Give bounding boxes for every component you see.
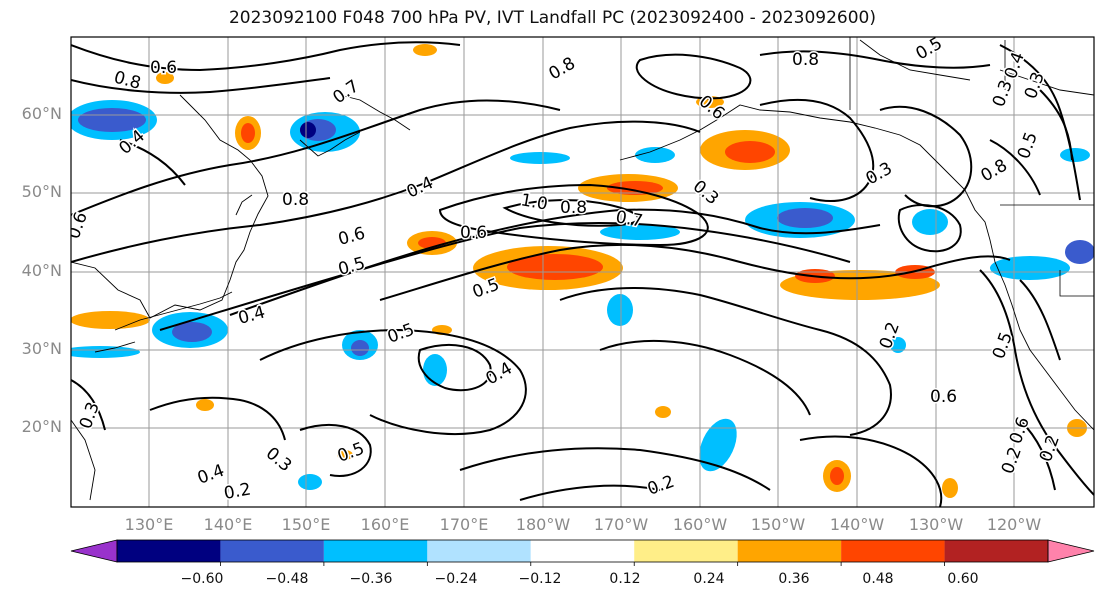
lon-label-130e: 130°E xyxy=(124,515,174,534)
negative-anomaly xyxy=(607,294,633,326)
negative-anomaly xyxy=(1060,148,1090,162)
contour-label: 0.8 xyxy=(282,190,309,210)
colorbar-tick: 0.60 xyxy=(947,571,979,587)
contour-label: 0.6 xyxy=(150,58,177,78)
positive-anomaly xyxy=(71,311,150,329)
colorbar-tick: 0.36 xyxy=(778,571,810,587)
colorbar-extend-min xyxy=(70,539,118,563)
negative-anomaly xyxy=(71,346,140,358)
lon-label-180w: 180°W xyxy=(515,515,571,534)
map-frame xyxy=(70,36,1095,508)
colorbar-segment xyxy=(944,540,1048,562)
positive-anomaly xyxy=(830,467,844,485)
positive-anomaly xyxy=(655,406,671,418)
lat-label-60n: 60°N xyxy=(21,104,62,123)
negative-anomaly xyxy=(423,354,447,386)
negative-anomaly xyxy=(890,337,906,353)
colorbar-segment xyxy=(117,540,221,562)
contour-label: 0.8 xyxy=(560,198,587,218)
lon-label-120w: 120°W xyxy=(986,515,1042,534)
lon-label-160e: 160°E xyxy=(360,515,410,534)
lon-label-170w: 170°W xyxy=(593,515,649,534)
contour-label: 0.6 xyxy=(460,223,487,243)
colorbar xyxy=(70,539,1095,566)
colorbar-tick: −0.12 xyxy=(518,571,562,587)
contour-label-layer: 0.8 0.60.70.80.60.80.40.8 0.4 1.0 0.8 0.70.6 0… xyxy=(71,37,1065,505)
lon-label-140w: 140°W xyxy=(829,515,885,534)
positive-anomaly xyxy=(196,399,214,411)
contour-label: 0.8 xyxy=(792,50,819,70)
colorbar-tick: −0.36 xyxy=(349,571,393,587)
colorbar-segment xyxy=(530,540,635,562)
colorbar-tick: −0.48 xyxy=(265,571,309,587)
colorbar-tick: −0.24 xyxy=(434,571,478,587)
positive-anomaly xyxy=(241,123,255,143)
colorbar-tick: 0.24 xyxy=(693,571,725,587)
lon-label-140e: 140°E xyxy=(203,515,253,534)
colorbar-segment xyxy=(634,540,738,562)
negative-anomaly xyxy=(990,256,1070,280)
negative-anomaly xyxy=(1065,240,1094,264)
lat-label-50n: 50°N xyxy=(21,182,62,201)
negative-anomaly xyxy=(600,224,680,240)
negative-anomaly xyxy=(912,209,948,235)
negative-anomaly xyxy=(298,474,322,490)
positive-anomaly xyxy=(725,141,775,163)
pv-contours xyxy=(71,41,1094,507)
colorbar-tick: 0.48 xyxy=(862,571,894,587)
colorbar-tick: 0.12 xyxy=(609,571,641,587)
positive-anomaly xyxy=(337,450,353,460)
colorbar-segment xyxy=(737,540,842,562)
contour-label: 0.6 xyxy=(930,387,957,407)
lon-label-150e: 150°E xyxy=(281,515,331,534)
negative-anomaly xyxy=(172,322,212,342)
lon-label-150w: 150°W xyxy=(750,515,806,534)
colorbar-segment xyxy=(841,540,945,562)
negative-anomaly xyxy=(510,152,570,164)
lon-label-170e: 170°E xyxy=(439,515,489,534)
positive-anomaly xyxy=(413,44,437,56)
negative-anomaly xyxy=(777,208,833,228)
colorbar-extend-max xyxy=(1047,539,1095,563)
lat-label-40n: 40°N xyxy=(21,261,62,280)
lat-label-30n: 30°N xyxy=(21,339,62,358)
colorbar-frame xyxy=(116,539,1049,563)
lon-label-130w: 130°W xyxy=(908,515,964,534)
contour-label: 0.7 xyxy=(614,207,644,231)
colorbar-segment xyxy=(323,540,428,562)
colorbar-segment xyxy=(427,540,531,562)
lon-label-160w: 160°W xyxy=(672,515,728,534)
positive-anomaly xyxy=(156,72,174,84)
borders xyxy=(849,37,1094,297)
colorbar-segment xyxy=(220,540,324,562)
positive-anomaly xyxy=(507,254,603,280)
negative-anomaly xyxy=(300,122,316,138)
negative-anomaly xyxy=(351,340,369,356)
map-title: 2023092100 F048 700 hPa PV, IVT Landfall… xyxy=(228,8,876,28)
colorbar-tick: −0.60 xyxy=(180,571,224,587)
positive-anomaly xyxy=(942,478,958,498)
coastlines xyxy=(71,39,1094,501)
negative-anomaly xyxy=(635,147,675,163)
negative-anomaly xyxy=(699,418,737,472)
graticule xyxy=(71,37,1094,507)
lat-label-20n: 20°N xyxy=(21,417,62,436)
negative-anomaly xyxy=(78,108,146,132)
